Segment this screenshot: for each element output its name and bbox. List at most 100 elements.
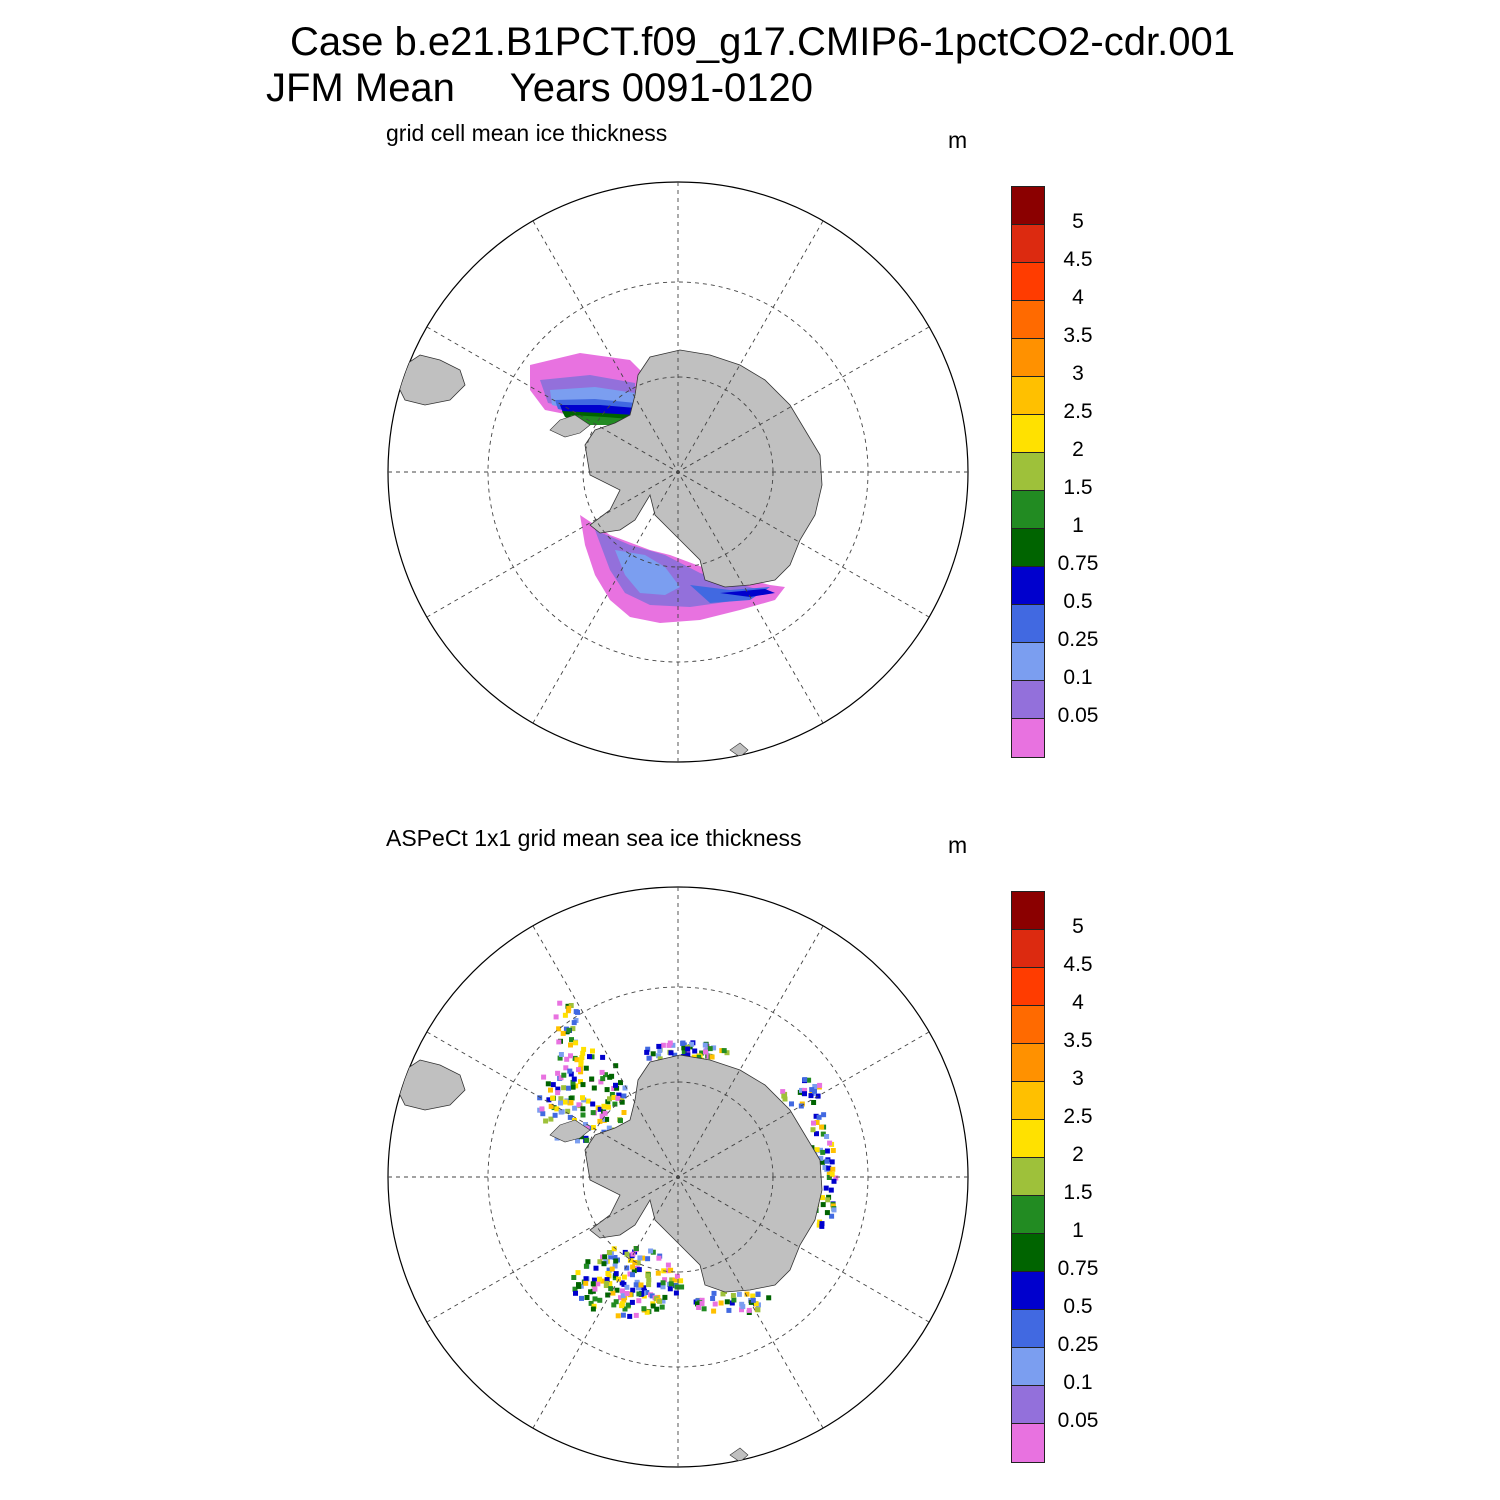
colorbar-box: [1012, 491, 1044, 529]
colorbar-label: 0.25: [1057, 628, 1099, 651]
observation-cell: [656, 1043, 662, 1049]
colorbar-label: 3.5: [1063, 324, 1093, 347]
observation-cell: [618, 1118, 623, 1124]
observation-cell: [679, 1284, 685, 1290]
observation-cell: [551, 1105, 557, 1111]
observation-cell: [612, 1263, 618, 1269]
observation-cell: [633, 1312, 639, 1318]
observation-cell: [825, 1197, 831, 1203]
observation-cell: [590, 1110, 596, 1116]
observation-cell: [645, 1273, 651, 1279]
observation-cell: [543, 1118, 549, 1124]
observation-cell: [645, 1046, 651, 1052]
observation-cell: [820, 1159, 826, 1165]
observation-cell: [802, 1077, 808, 1083]
observation-cell: [654, 1306, 660, 1312]
figure-title-line1: Case b.e21.B1PCT.f09_g17.CMIP6-1pctCO2-c…: [290, 20, 1235, 64]
observation-cell: [820, 1131, 826, 1137]
observation-cell: [646, 1282, 652, 1288]
observation-cell: [576, 1283, 582, 1289]
colorbar-label: 0.75: [1057, 1257, 1099, 1280]
colorbar-label: 2.5: [1063, 400, 1093, 423]
colorbar-box: [1012, 567, 1044, 605]
observation-cell: [600, 1076, 606, 1082]
observation-cell: [670, 1042, 676, 1048]
colorbar-box: [1012, 225, 1044, 263]
observation-cell: [580, 1082, 586, 1088]
observation-cell: [819, 1221, 825, 1227]
observation-cell: [808, 1093, 814, 1099]
observation-cell: [681, 1049, 687, 1055]
observation-cell: [665, 1262, 671, 1268]
observation-cell: [548, 1116, 554, 1122]
colorbar-label: 3: [1072, 362, 1084, 385]
observation-cell: [591, 1303, 597, 1309]
observation-cell: [590, 1101, 596, 1107]
observation-cell: [566, 1005, 572, 1011]
observation-cell: [591, 1277, 597, 1283]
observation-cell: [550, 1082, 556, 1088]
observation-cell: [712, 1301, 718, 1307]
panel2-units: m: [948, 832, 968, 858]
observation-cell: [619, 1099, 625, 1105]
observation-cell: [580, 1050, 586, 1056]
observation-cell: [621, 1297, 627, 1303]
observation-cell: [736, 1291, 742, 1297]
observation-cell: [558, 1052, 564, 1057]
observation-cell: [701, 1306, 707, 1312]
observation-cell: [829, 1213, 835, 1219]
observation-cell: [619, 1303, 625, 1309]
observation-cell: [710, 1296, 716, 1301]
graticule: [388, 887, 968, 1467]
observation-cell: [660, 1042, 666, 1048]
observation-cell: [672, 1277, 678, 1283]
observation-cell: [811, 1120, 816, 1126]
observation-cell: [622, 1306, 628, 1312]
observation-cell: [621, 1274, 627, 1280]
observation-cell: [630, 1264, 636, 1270]
observation-cell: [660, 1284, 666, 1290]
observation-cell: [668, 1281, 674, 1287]
observation-cell: [644, 1049, 650, 1055]
ross-ice: [580, 515, 785, 623]
observation-cell: [608, 1254, 614, 1260]
colorbar-label: 3.5: [1063, 1029, 1093, 1052]
observation-cell: [624, 1284, 630, 1290]
observation-cell: [603, 1072, 608, 1078]
observation-cell: [739, 1301, 745, 1307]
colorbar-label: 0.05: [1057, 1409, 1099, 1432]
observation-cell: [616, 1092, 622, 1098]
observation-cell: [625, 1302, 631, 1308]
observation-cell: [609, 1092, 615, 1097]
observation-cell: [633, 1282, 639, 1288]
colorbar-box: [1012, 930, 1044, 968]
observation-cell: [562, 1012, 568, 1018]
observation-cell: [585, 1259, 591, 1265]
observation-cell: [814, 1120, 820, 1125]
observation-cell: [573, 1083, 579, 1089]
observation-cell: [590, 1306, 596, 1312]
observation-cell: [639, 1290, 645, 1296]
observation-cell: [620, 1288, 625, 1294]
observation-cell: [621, 1281, 627, 1287]
observation-cell: [650, 1249, 656, 1255]
observation-cell: [680, 1040, 686, 1046]
colorbar-box: [1012, 339, 1044, 377]
observation-cell: [607, 1096, 612, 1102]
observation-cell: [648, 1248, 654, 1254]
observation-cell: [562, 1099, 568, 1105]
observation-cell: [750, 1297, 756, 1303]
observation-cell: [660, 1298, 666, 1304]
observation-cell: [605, 1104, 611, 1110]
observation-cell: [641, 1285, 647, 1291]
colorbar-label: 0.5: [1063, 1295, 1093, 1318]
observation-cell: [609, 1266, 615, 1272]
observation-cell: [833, 1175, 839, 1181]
colorbar-box: [1012, 1158, 1044, 1196]
observation-cell: [558, 1100, 563, 1106]
observation-cell: [583, 1263, 589, 1269]
observation-cell: [830, 1203, 836, 1209]
observation-cell: [655, 1270, 661, 1276]
observation-cell: [591, 1085, 597, 1091]
colorbar-label: 4.5: [1063, 248, 1093, 271]
